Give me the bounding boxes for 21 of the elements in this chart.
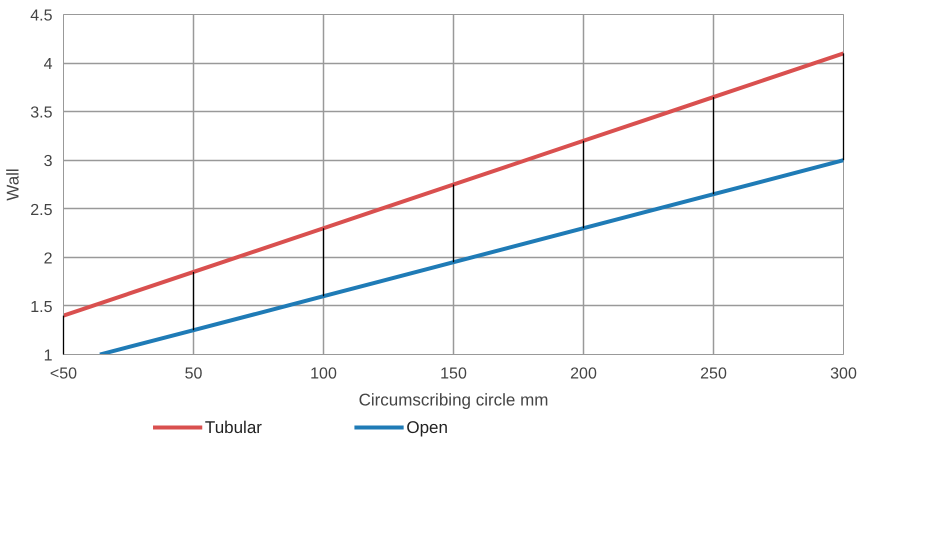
y-tick-label: 2.5 (30, 202, 53, 219)
x-tick-label: 300 (830, 366, 857, 382)
legend-label: Open (406, 418, 448, 437)
y-tick-label: 4 (44, 56, 53, 74)
x-tick-label: 100 (310, 366, 337, 382)
x-tick-label: 50 (184, 366, 202, 382)
line-series (98, 158, 844, 354)
x-axis-title: Circumscribing circle mm (358, 390, 548, 410)
x-tick-label: 150 (440, 366, 467, 382)
y-tick-label: 3 (44, 153, 53, 170)
y-tick-label: 1 (44, 348, 53, 364)
y-tick-label: 1.5 (30, 298, 53, 316)
x-tick-label: 250 (700, 366, 727, 382)
y-tick-label: 3.5 (30, 104, 53, 122)
line-series (64, 51, 844, 318)
x-tick-label: 200 (570, 366, 597, 382)
legend-label: Tubular (204, 418, 262, 437)
y-tick-label: 4.5 (30, 8, 53, 24)
y-tick-label: 2 (44, 250, 53, 268)
x-tick-label: <50 (50, 366, 78, 382)
y-axis-title: Wall (3, 168, 22, 201)
